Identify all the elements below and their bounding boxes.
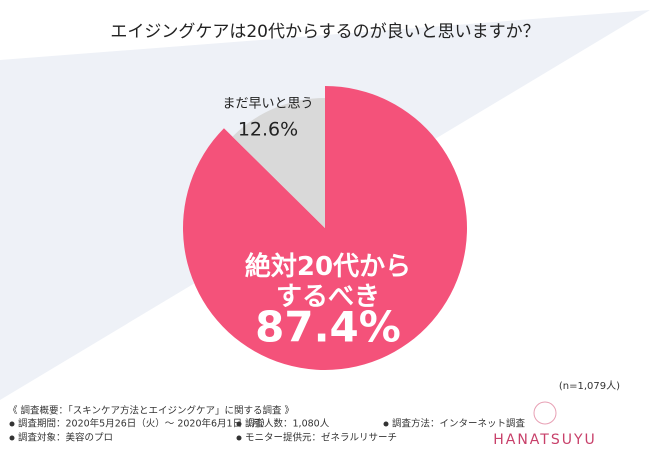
bullet [383, 421, 389, 427]
bullet [236, 435, 242, 441]
slice-value-label: 87.4% [255, 303, 401, 352]
slice-label: 絶対20代からするべき [244, 252, 412, 312]
pie-slice [232, 98, 325, 228]
survey-item: 調査期間：2020年5月26日（火）～ 2020年6月1日（月） [18, 418, 271, 430]
survey-item: 調査方法：インターネット調査 [392, 418, 526, 430]
bullet [9, 421, 15, 427]
slice-label: まだ早いと思う [222, 97, 313, 112]
survey-item: モニター提供元：ゼネラルリサーチ [245, 432, 397, 444]
sample-note: (n=1,079人) [559, 380, 620, 392]
brand: HANATSUYU [493, 432, 597, 448]
bullet [236, 421, 242, 427]
bullet [9, 435, 15, 441]
brand-emblem [533, 401, 557, 425]
slice-value-label: 12.6% [238, 119, 298, 141]
survey-title: 《 調査概要：「スキンケア方法とエイジングケア」に関する調査 》 [8, 405, 294, 417]
chart-title: エイジングケアは20代からするのが良いと思いますか？ [110, 22, 539, 42]
survey-item: 調査対象：美容のプロ [18, 432, 113, 444]
survey-item: 調査人数：1,080人 [245, 418, 330, 430]
pie-slice [182, 86, 467, 371]
